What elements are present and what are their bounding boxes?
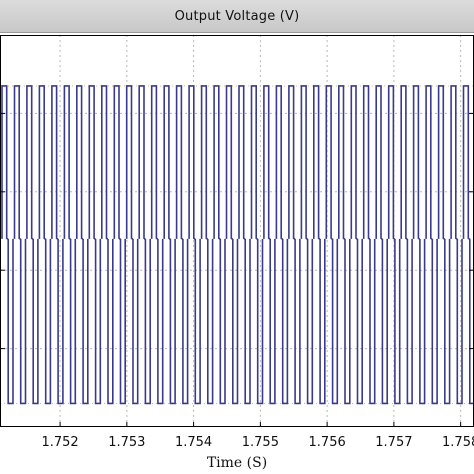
title-bar: Output Voltage (V)	[0, 0, 474, 33]
plot-title: Output Voltage (V)	[174, 9, 300, 24]
x-tick-label: 1.756	[309, 435, 346, 450]
x-tick-label: 1.754	[175, 435, 212, 450]
x-tick-label: 1.752	[41, 435, 78, 450]
tick-layer: 1.752 1.753 1.754 1.755 1.756 1.757 1.758	[41, 422, 474, 450]
x-tick-label: 1.753	[108, 435, 145, 450]
x-tick-label: 1.757	[375, 435, 412, 450]
x-tick-label: 1.755	[242, 435, 279, 450]
x-axis-label: Time (S)	[207, 455, 267, 471]
voltage-trace	[1, 85, 474, 405]
trace-layer	[1, 85, 474, 405]
x-tick-label: 1.758	[442, 435, 474, 450]
